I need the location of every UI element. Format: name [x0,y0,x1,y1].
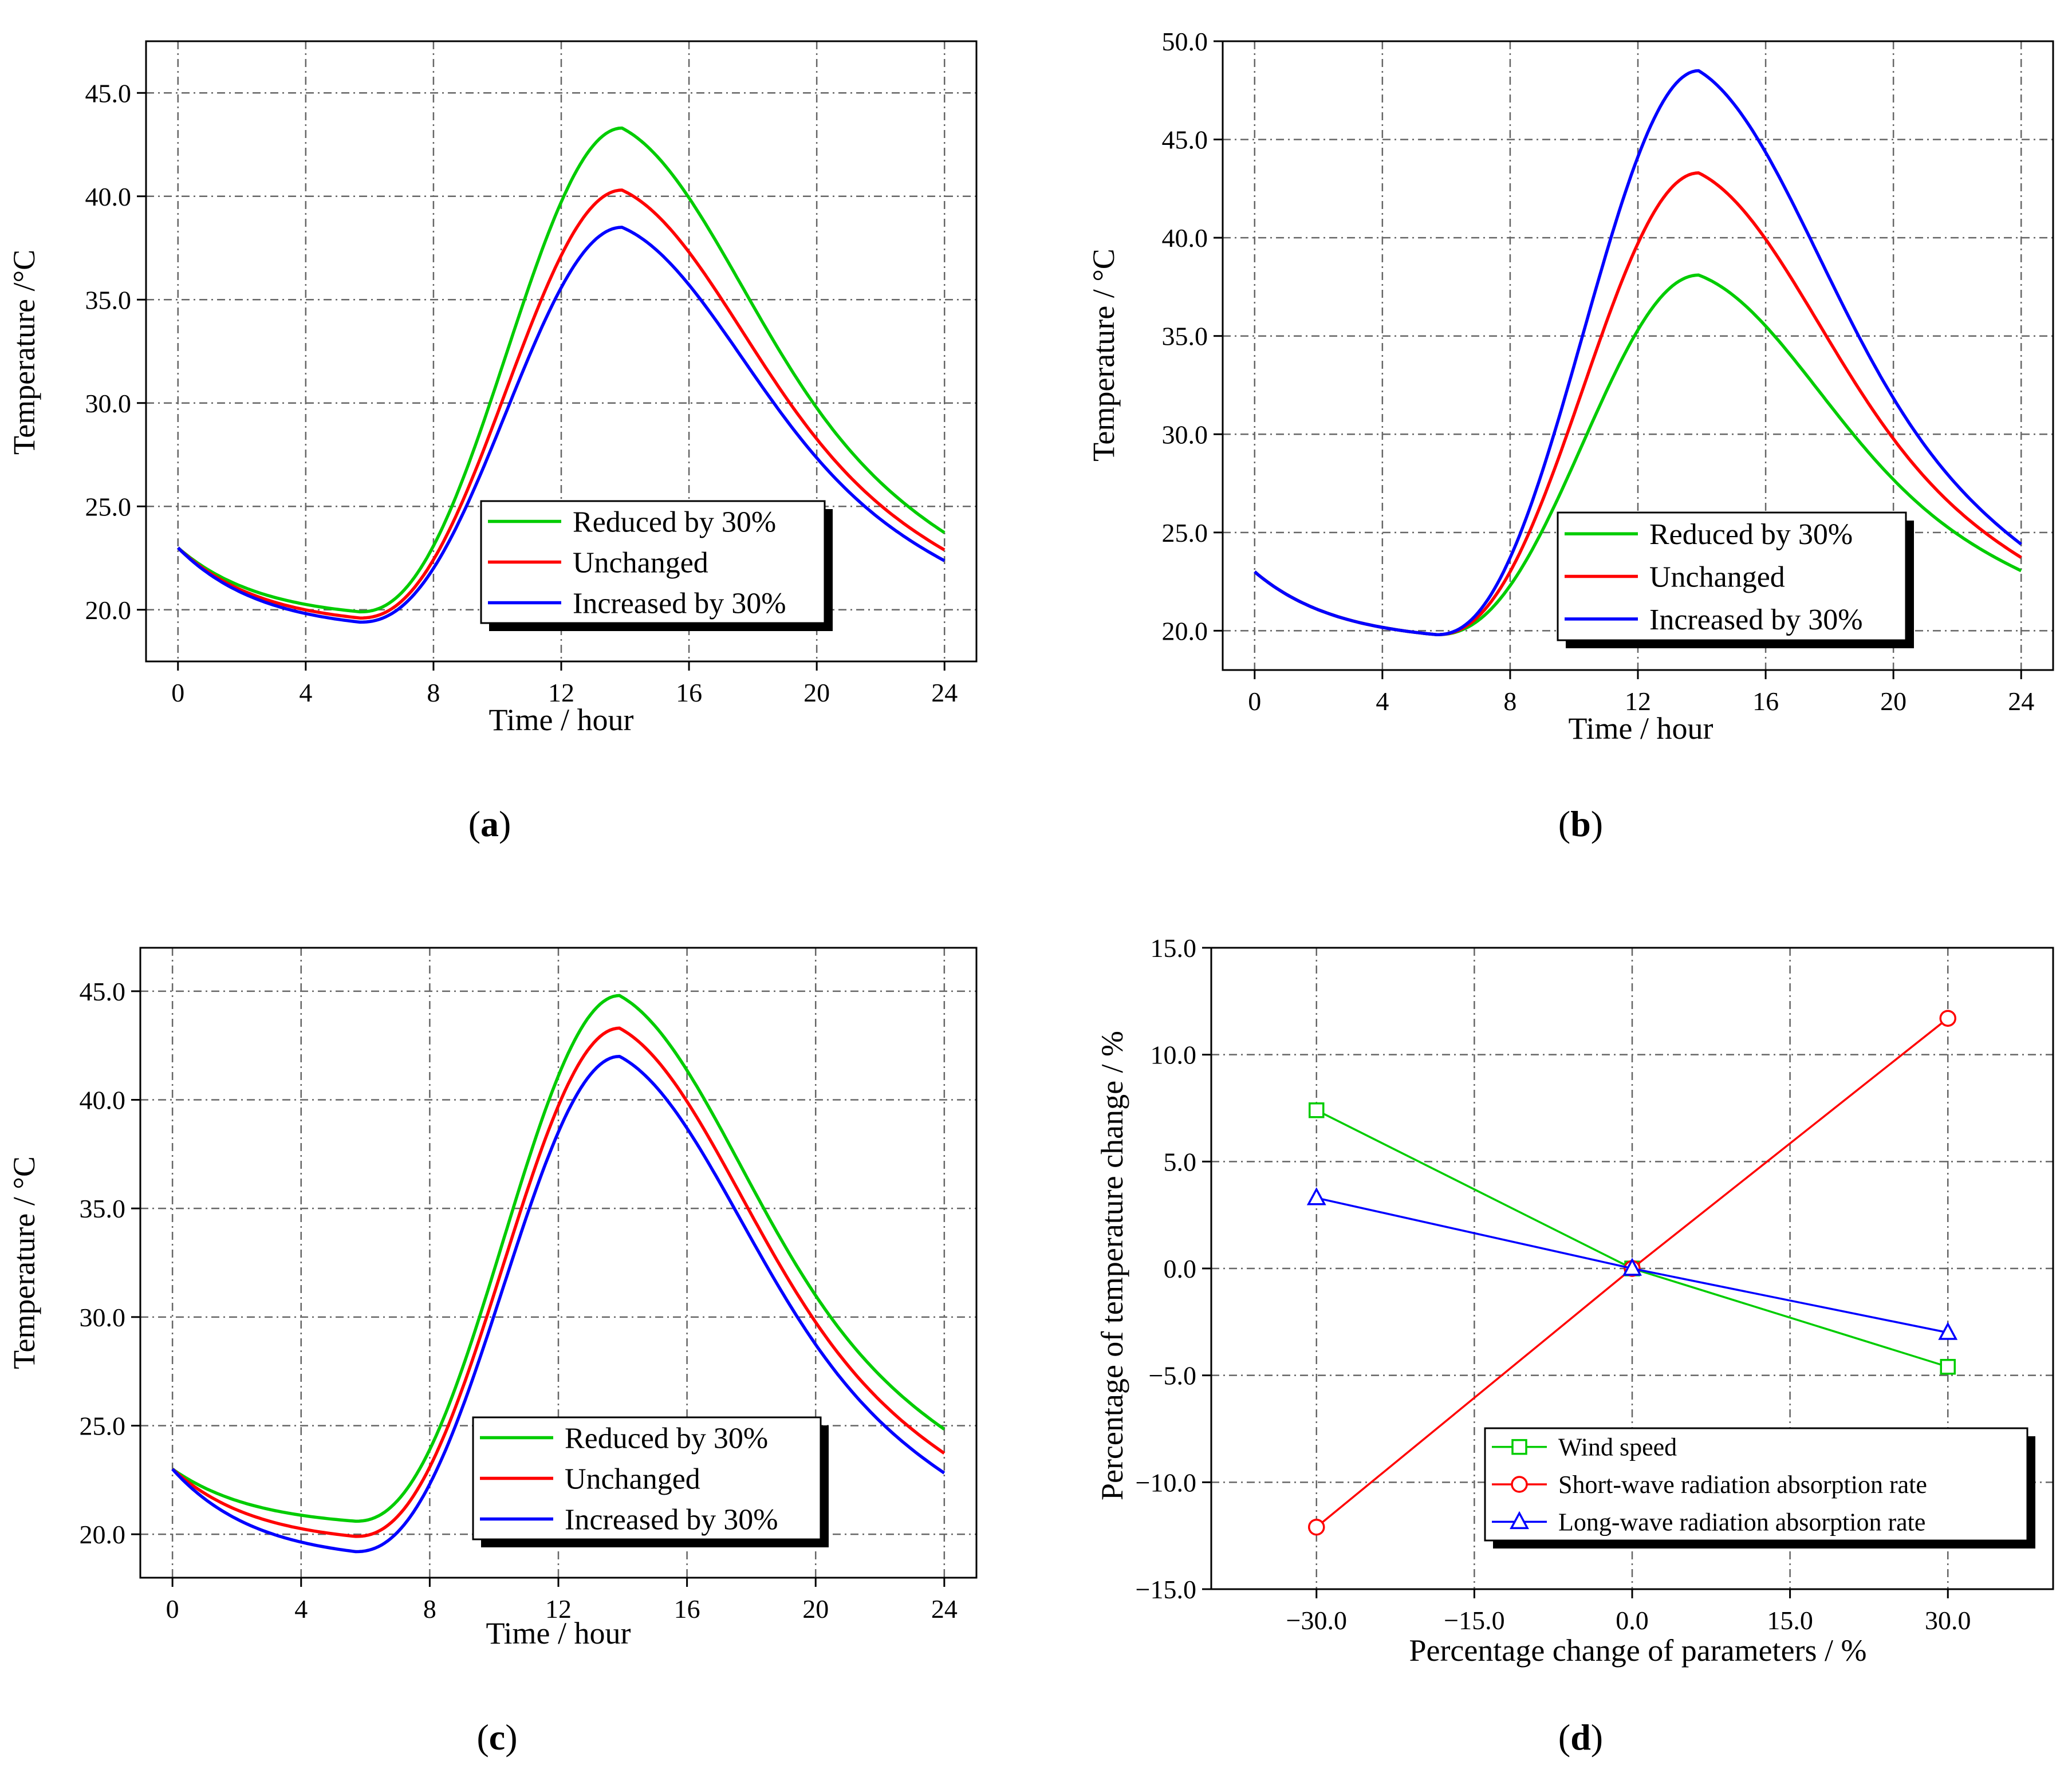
legend-entry-2: Long-wave radiation absorption rate [1558,1508,1925,1536]
y-tick-label: 30.0 [1162,420,1208,449]
y-tick-label: 40.0 [80,1086,126,1115]
series-line-1 [171,1026,946,1538]
y-tick-label: 0.0 [1164,1254,1197,1283]
y-tick-label: 20.0 [1162,616,1208,645]
chart-panel-a: 0 4 8 12 16 20 24 20.0 25.0 30.0 35.0 40.0 45.0 Time … [7,40,978,844]
panel-label-b: (b) [1558,803,1603,844]
x-tick-label: 4 [294,1594,308,1624]
legend-entry-0: Reduced by 30% [565,1423,768,1455]
x-axis-label: Time / hour [486,1616,631,1650]
y-tick-label: 25.0 [85,492,132,521]
legend-box [1484,1427,2028,1542]
legend-marker-triangle [1510,1511,1529,1530]
data-point-circle [1308,1518,1325,1536]
x-tick-label: 30.0 [1925,1606,1971,1635]
data-point-square [1940,1358,1956,1375]
x-tick-label: 15.0 [1767,1606,1813,1635]
y-tick-label: −5.0 [1149,1361,1196,1390]
data-point-triangle [1622,1258,1642,1276]
x-tick-label: 16 [676,678,702,707]
y-axis-label: Temperature /°C [7,250,41,455]
x-tick-label: 0 [166,1594,179,1624]
y-tick-label: 20.0 [85,596,132,625]
x-axis-label: Percentage change of parameters / % [1409,1633,1866,1668]
legend-entry-1: Unchanged [565,1463,700,1496]
x-tick-label: 16 [674,1594,700,1624]
legend-entry-0: Reduced by 30% [573,506,776,539]
data-point-triangle [1938,1322,1958,1340]
x-tick-label: 16 [1752,687,1779,716]
x-tick-label: −30.0 [1286,1606,1347,1635]
x-tick-label: 12 [545,1594,572,1624]
legend-entry-2: Increased by 30% [565,1504,778,1536]
y-tick-label: 30.0 [85,389,132,418]
x-tick-label: −15.0 [1444,1606,1504,1635]
y-tick-label: 35.0 [80,1194,126,1223]
chart-panel-d: −30.0 −15.0 0.0 15.0 30.0 −15.0 −10.0 −5.0 0.0 5.… [1095,933,2054,1758]
legend-entry-1: Unchanged [1649,561,1785,594]
y-tick-label: −15.0 [1136,1575,1196,1604]
y-tick-label: 15.0 [1151,933,1197,963]
x-axis-label: Time / hour [489,703,633,737]
y-tick-label: 25.0 [1162,518,1208,547]
x-tick-label: 12 [1625,687,1651,716]
y-tick-label: 50.0 [1162,27,1208,56]
x-axis-label: Time / hour [1568,711,1713,746]
y-axis-label: Temperature / °C [1086,249,1121,462]
series-line-0 [177,126,946,614]
x-tick-label: 24 [931,678,958,707]
x-tick-label: 0.0 [1616,1606,1649,1635]
panel-label-d: (d) [1558,1717,1603,1758]
y-tick-label: 40.0 [1162,223,1208,253]
x-tick-label: 24 [931,1594,958,1624]
x-tick-label: 24 [2008,687,2034,716]
chart-panel-b: 0 4 8 12 16 20 24 20.0 25.0 30.0 35.0 40.0 45.0 50.0 T… [1086,27,2054,844]
series-line-0 [171,994,946,1523]
legend-entry-0: Wind speed [1558,1433,1677,1461]
legend-marker-circle [1511,1476,1528,1493]
x-tick-label: 20 [802,1594,829,1624]
x-tick-label: 4 [1376,687,1389,716]
y-tick-label: 30.0 [80,1303,126,1332]
y-tick-label: 10.0 [1151,1041,1197,1070]
legend-entry-1: Short-wave radiation absorption rate [1558,1471,1927,1499]
x-tick-label: 8 [427,678,440,707]
data-point-triangle [1306,1187,1326,1205]
legend-entry-2: Increased by 30% [1649,604,1863,636]
x-tick-label: 0 [1248,687,1261,716]
panel-label-a: (a) [468,803,511,844]
y-axis-label: Percentage of temperature change / % [1095,1031,1129,1500]
legend-marker-square [1511,1439,1527,1455]
data-point-circle [1939,1010,1956,1027]
data-point-square [1309,1102,1325,1118]
x-tick-label: 0 [171,678,184,707]
x-tick-label: 12 [548,678,574,707]
y-axis-label: Temperature / °C [7,1156,41,1369]
series-line-2 [1254,69,2022,636]
x-tick-label: 20 [803,678,830,707]
x-tick-label: 8 [1503,687,1516,716]
x-tick-label: 8 [423,1594,436,1624]
y-tick-label: 20.0 [80,1520,126,1549]
y-tick-label: 45.0 [80,977,126,1006]
series-line-2 [171,1054,946,1554]
series-line-1 [176,188,946,620]
legend-entry-0: Reduced by 30% [1649,518,1853,551]
y-tick-label: 35.0 [1162,322,1208,351]
panel-label-c: (c) [476,1717,517,1758]
y-tick-label: −10.0 [1136,1468,1196,1497]
x-tick-label: 20 [1880,687,1906,716]
chart-panel-c: 0 4 8 12 16 20 24 20.0 25.0 30.0 35.0 40.0 45.0 Time … [7,947,978,1758]
legend-entry-2: Increased by 30% [573,588,786,620]
y-tick-label: 5.0 [1164,1147,1197,1176]
x-tick-label: 4 [299,678,312,707]
y-tick-label: 45.0 [85,78,132,108]
y-tick-label: 40.0 [85,182,132,211]
y-tick-label: 35.0 [85,285,132,314]
y-tick-label: 25.0 [80,1411,126,1440]
y-tick-label: 45.0 [1162,125,1208,155]
legend-entry-1: Unchanged [573,547,708,580]
series-line-2 [176,226,946,624]
